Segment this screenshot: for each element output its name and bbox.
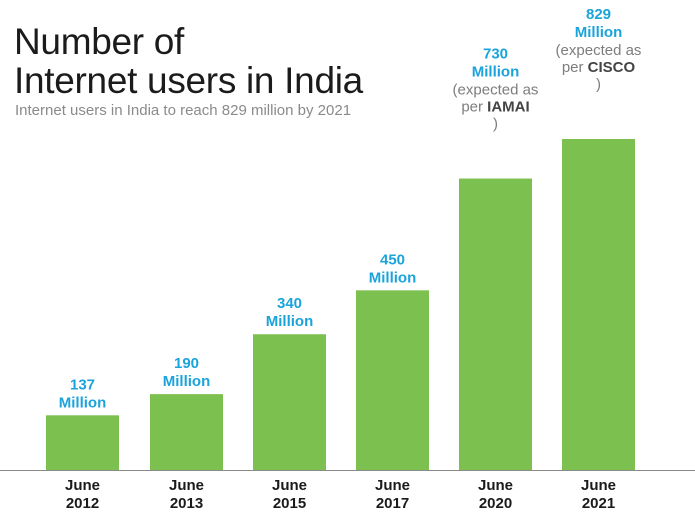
chart-title-line-1: Number of (14, 21, 185, 62)
x-tick-label-month: June (65, 477, 100, 494)
annotation-line: ) (493, 116, 498, 133)
x-tick-label-month: June (478, 477, 513, 494)
value-label-number: 450 (380, 251, 405, 268)
value-label-unit: Million (59, 394, 107, 411)
x-tick-label-year: 2020 (479, 495, 512, 512)
annotation-line: (expected as (556, 42, 642, 59)
bar-2017 (356, 290, 429, 470)
bar-2013 (150, 394, 223, 470)
x-tick-label-year: 2015 (273, 495, 306, 512)
value-label-number: 730 (483, 46, 508, 63)
bar-2015 (253, 334, 326, 470)
value-label-unit: Million (266, 313, 314, 330)
value-label-unit: Million (472, 64, 520, 81)
annotation-line: ) (596, 76, 601, 93)
value-label-number: 137 (70, 376, 95, 393)
bar-2021 (562, 139, 635, 470)
labels-group: 137MillionJune2012190MillionJune2013340M… (59, 6, 642, 512)
value-label-number: 190 (174, 355, 199, 372)
bars-group (46, 139, 635, 470)
x-tick-label-month: June (581, 477, 616, 494)
chart-title: Number of Internet users in India (14, 22, 363, 100)
value-label-unit: Million (163, 373, 211, 390)
x-tick-label-month: June (272, 477, 307, 494)
x-tick-label-year: 2013 (170, 495, 203, 512)
value-label-unit: Million (575, 24, 623, 41)
chart-title-line-2: Internet users in India (14, 60, 363, 101)
value-label-unit: Million (369, 269, 417, 286)
x-tick-label-year: 2012 (66, 495, 99, 512)
annotation-line: per CISCO (562, 59, 636, 76)
x-tick-label-month: June (375, 477, 410, 494)
x-tick-label-month: June (169, 477, 204, 494)
value-label-number: 829 (586, 6, 611, 23)
x-tick-label-year: 2017 (376, 495, 409, 512)
bar-2012 (46, 415, 119, 470)
chart-subtitle: Internet users in India to reach 829 mil… (15, 102, 352, 119)
annotation-line: (expected as (453, 82, 539, 99)
value-label-number: 340 (277, 295, 302, 312)
x-tick-label-year: 2021 (582, 495, 615, 512)
bar-2020 (459, 178, 532, 470)
annotation-line: per IAMAI (461, 99, 529, 116)
